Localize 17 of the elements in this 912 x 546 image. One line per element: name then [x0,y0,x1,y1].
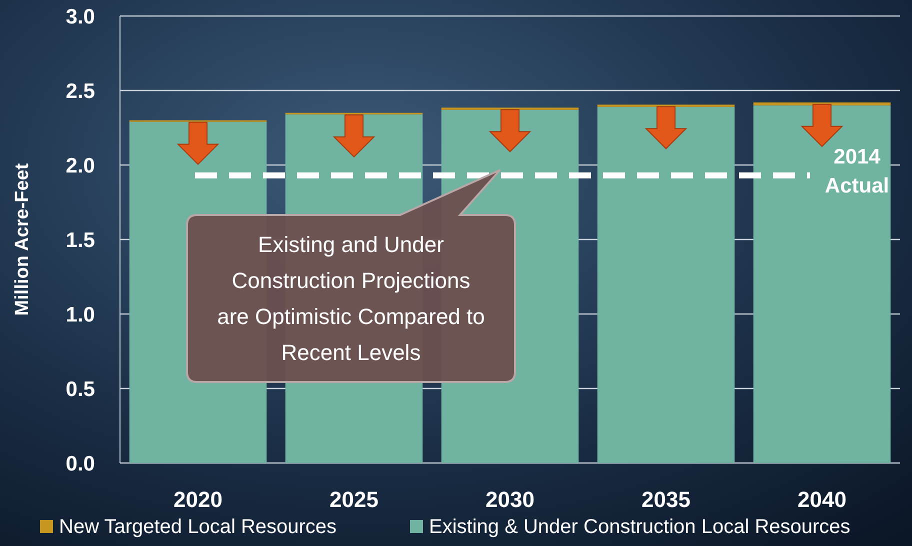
x-tick-label: 2040 [798,487,846,512]
y-tick-label: 1.5 [66,228,96,252]
x-tick-label: 2035 [642,487,690,512]
x-tick-label: 2030 [486,487,534,512]
ref-line-label: 2014 Actual [824,145,890,198]
y-tick-label: 2.0 [66,154,95,178]
y-tick-label: 1.0 [66,303,95,326]
annotation: Existing and Under Construction Projections are Optimistic Compared to Recent Levels [217,232,485,365]
y-tick-label: 2.5 [66,80,96,103]
y-tick-label: 0.0 [66,452,95,476]
y-axis-title: Million Acre-Feet [12,162,33,316]
legend-label: New Targeted Local Resources [59,516,337,538]
y-tick-label: 3.0 [66,5,95,28]
x-tick-label: 2020 [174,487,222,512]
y-tick-label: 0.5 [66,378,96,401]
x-tick-label: 2025 [330,487,378,512]
legend-label: Existing & Under Construction Local Resources [429,516,850,538]
